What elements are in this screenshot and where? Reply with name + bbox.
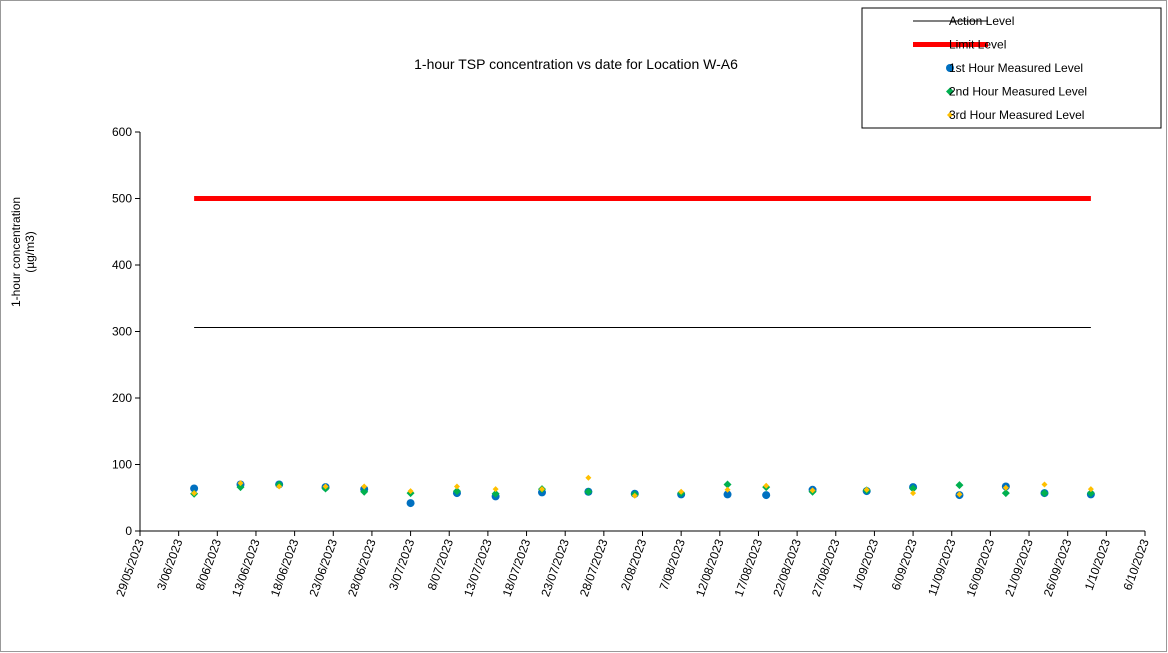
data-point [452, 487, 461, 496]
data-point [678, 488, 685, 495]
data-point [276, 483, 283, 490]
data-point [724, 486, 731, 493]
legend-label: 3rd Hour Measured Level [949, 108, 1084, 122]
data-point [406, 499, 415, 508]
y-tick-label: 400 [112, 258, 132, 272]
y-axis-label: 1-hour concentration(µg/m3) [9, 197, 37, 307]
data-point [763, 482, 770, 489]
legend-label: 2nd Hour Measured Level [949, 85, 1087, 99]
data-point [910, 490, 917, 497]
data-point [492, 486, 499, 493]
legend-label: Limit Level [949, 38, 1006, 52]
y-tick-label: 200 [112, 391, 132, 405]
data-point [584, 487, 593, 496]
data-point [236, 483, 245, 492]
legend-swatch [946, 87, 954, 96]
y-tick-label: 100 [112, 458, 132, 472]
legend-label: 1st Hour Measured Level [949, 61, 1083, 75]
legend-swatch [946, 64, 954, 72]
data-point [585, 474, 592, 481]
y-tick-label: 600 [112, 125, 132, 139]
data-point [955, 481, 964, 490]
legend-box [861, 7, 1162, 129]
data-point [453, 483, 460, 490]
data-point [1002, 484, 1009, 491]
data-point [762, 491, 771, 500]
data-point [361, 483, 368, 490]
chart-title: 1-hour TSP concentration vs date for Loc… [414, 56, 738, 72]
data-point [1087, 486, 1094, 493]
legend-label: Action Level [949, 14, 1014, 28]
data-point [360, 487, 369, 496]
data-point [956, 491, 963, 498]
data-point [322, 483, 329, 490]
data-point [1001, 489, 1010, 498]
y-tick-label: 300 [112, 325, 132, 339]
data-point [1086, 489, 1095, 498]
data-point [863, 486, 870, 493]
legend-swatch [947, 112, 953, 118]
data-point [631, 492, 638, 499]
data-point [1040, 489, 1049, 498]
data-point [491, 489, 500, 498]
data-point [723, 480, 732, 489]
data-point [539, 486, 545, 493]
data-point [191, 490, 198, 497]
data-point [909, 484, 918, 493]
y-tick-label: 500 [112, 192, 132, 206]
data-point [723, 490, 732, 499]
y-axis-label-line: 1-hour concentration [9, 197, 23, 307]
data-point [190, 484, 199, 493]
data-point [809, 487, 816, 494]
y-axis-label-line: (µg/m3) [23, 231, 37, 273]
data-point [407, 488, 414, 495]
y-tick-label: 0 [125, 524, 132, 538]
data-point [237, 480, 244, 487]
data-point [1041, 481, 1048, 488]
